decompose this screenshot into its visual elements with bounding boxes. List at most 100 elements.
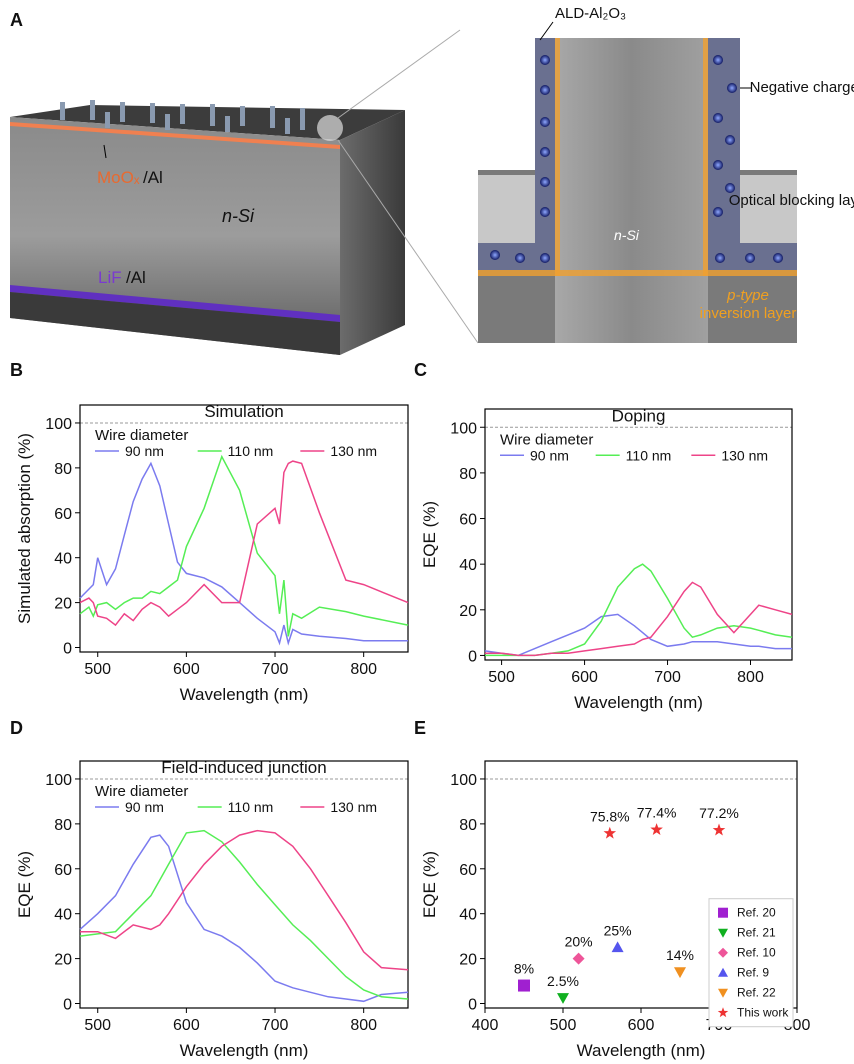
x-tick-label: 700 [262, 661, 289, 678]
zoom-circle [317, 115, 343, 141]
legend-label: 110 nm [228, 443, 274, 459]
nanowires [60, 100, 305, 134]
y-tick-label: 100 [450, 420, 477, 437]
charges [490, 55, 783, 263]
y-tick-label: 60 [459, 862, 477, 879]
legend-label: 90 nm [530, 447, 569, 463]
y-tick-label: 40 [54, 907, 72, 924]
plot-frame [79, 760, 409, 1009]
y-axis-label: EQE (%) [420, 501, 439, 568]
y-tick-label: 20 [54, 596, 72, 613]
label-al: /Al [126, 268, 146, 287]
wire-core [555, 38, 708, 343]
label-al2o3: ALD-Al₂O₃ [555, 5, 626, 22]
lif-layer [10, 285, 340, 322]
plot-frame [484, 408, 793, 661]
label-inversion: inversion layer [700, 305, 797, 322]
x-tick-label: 600 [173, 1017, 200, 1034]
label-nsi: n-Si [222, 206, 255, 226]
y-axis-label: Simulated absorption (%) [15, 433, 34, 624]
point [572, 952, 585, 965]
plot-frame [79, 404, 409, 653]
label-al: /Al [143, 168, 163, 187]
data-label: 25% [604, 922, 632, 938]
legend-label: 130 nm [330, 799, 377, 815]
legend-label: Ref. 21 [737, 926, 776, 940]
chart: B Simulation 0 20 40 60 80 100 500 600 700 800 Wavel… [10, 360, 409, 704]
legend-title: Wire diameter [500, 431, 593, 448]
data-label: 75.8% [590, 808, 630, 824]
y-tick-label: 0 [468, 648, 477, 665]
y-tick-label: 20 [459, 952, 477, 969]
panel-label: C [414, 360, 427, 380]
point [603, 826, 617, 839]
y-tick-label: 80 [459, 817, 477, 834]
y-tick-label: 80 [54, 461, 72, 478]
chart: E020406080100400500600700800Wavelength (… [414, 718, 810, 1060]
legend-label: 90 nm [125, 443, 164, 459]
block-side [340, 110, 405, 355]
legend-label: Ref. 9 [737, 966, 769, 980]
panel-label: E [414, 718, 426, 738]
panel-a: A MoOₓ /Al n-Si LiF /Al ALD-Al₂O₃ Negati… [10, 5, 854, 355]
y-tick-label: 0 [468, 997, 477, 1014]
al2o3-shell [708, 38, 797, 270]
optical-block [740, 175, 797, 243]
y-tick-label: 60 [459, 512, 477, 529]
y-tick-label: 100 [45, 772, 72, 789]
y-tick-label: 100 [45, 416, 72, 433]
y-tick-label: 0 [63, 641, 72, 658]
x-tick-label: 500 [550, 1017, 577, 1034]
y-tick-label: 20 [459, 603, 477, 620]
inversion-glow [478, 270, 797, 276]
inversion-glow [703, 38, 708, 276]
legend-box [708, 898, 794, 1028]
chart: D Field-induced junction 0 20 40 60 80 100 500 60… [10, 718, 409, 1060]
x-tick-label: 600 [628, 1017, 655, 1034]
data-label: 77.4% [637, 805, 677, 821]
y-tick-label: 60 [54, 506, 72, 523]
legend-marker [718, 928, 728, 938]
chart: C Doping 0 20 40 60 80 100 500 600 700 800 Wavelengt… [414, 360, 793, 712]
zoom-line [337, 139, 479, 344]
x-tick-label: 700 [654, 669, 681, 686]
legend-marker [718, 988, 728, 998]
moox-layer [10, 122, 340, 149]
y-tick-label: 20 [54, 952, 72, 969]
legend-label: 110 nm [626, 447, 672, 463]
panel-label: D [10, 718, 23, 738]
point [712, 823, 726, 836]
x-tick-label: 500 [488, 669, 515, 686]
line [79, 829, 409, 1000]
data-label: 8% [514, 961, 534, 977]
y-tick-label: 40 [459, 557, 477, 574]
line [79, 461, 408, 646]
x-tick-label: 700 [262, 1017, 289, 1034]
x-tick-label: 800 [737, 669, 764, 686]
legend-label: 130 nm [330, 443, 377, 459]
y-tick-label: 0 [63, 997, 72, 1014]
y-tick-label: 100 [450, 772, 477, 789]
panel-label: B [10, 360, 23, 380]
legend-marker [717, 1007, 729, 1018]
pointer [539, 21, 554, 41]
x-tick-label: 500 [84, 1017, 111, 1034]
label-optical: Optical blocking layer [729, 192, 854, 209]
legend-label: 90 nm [125, 799, 164, 815]
x-tick-label: 800 [350, 1017, 377, 1034]
line [484, 613, 792, 657]
legend-title: Wire diameter [95, 427, 188, 444]
x-axis-label: Wavelength (nm) [180, 685, 309, 704]
label-nsi: n-Si [614, 227, 640, 243]
y-tick-label: 40 [54, 551, 72, 568]
legend-label: Ref. 10 [737, 946, 776, 960]
line [79, 834, 409, 1003]
legend-label: 110 nm [228, 799, 274, 815]
y-tick-label: 60 [54, 862, 72, 879]
line [80, 829, 409, 971]
al2o3-shell [478, 38, 555, 270]
line [79, 454, 409, 637]
line [485, 581, 793, 657]
label-charges: Negative charges [750, 79, 854, 96]
